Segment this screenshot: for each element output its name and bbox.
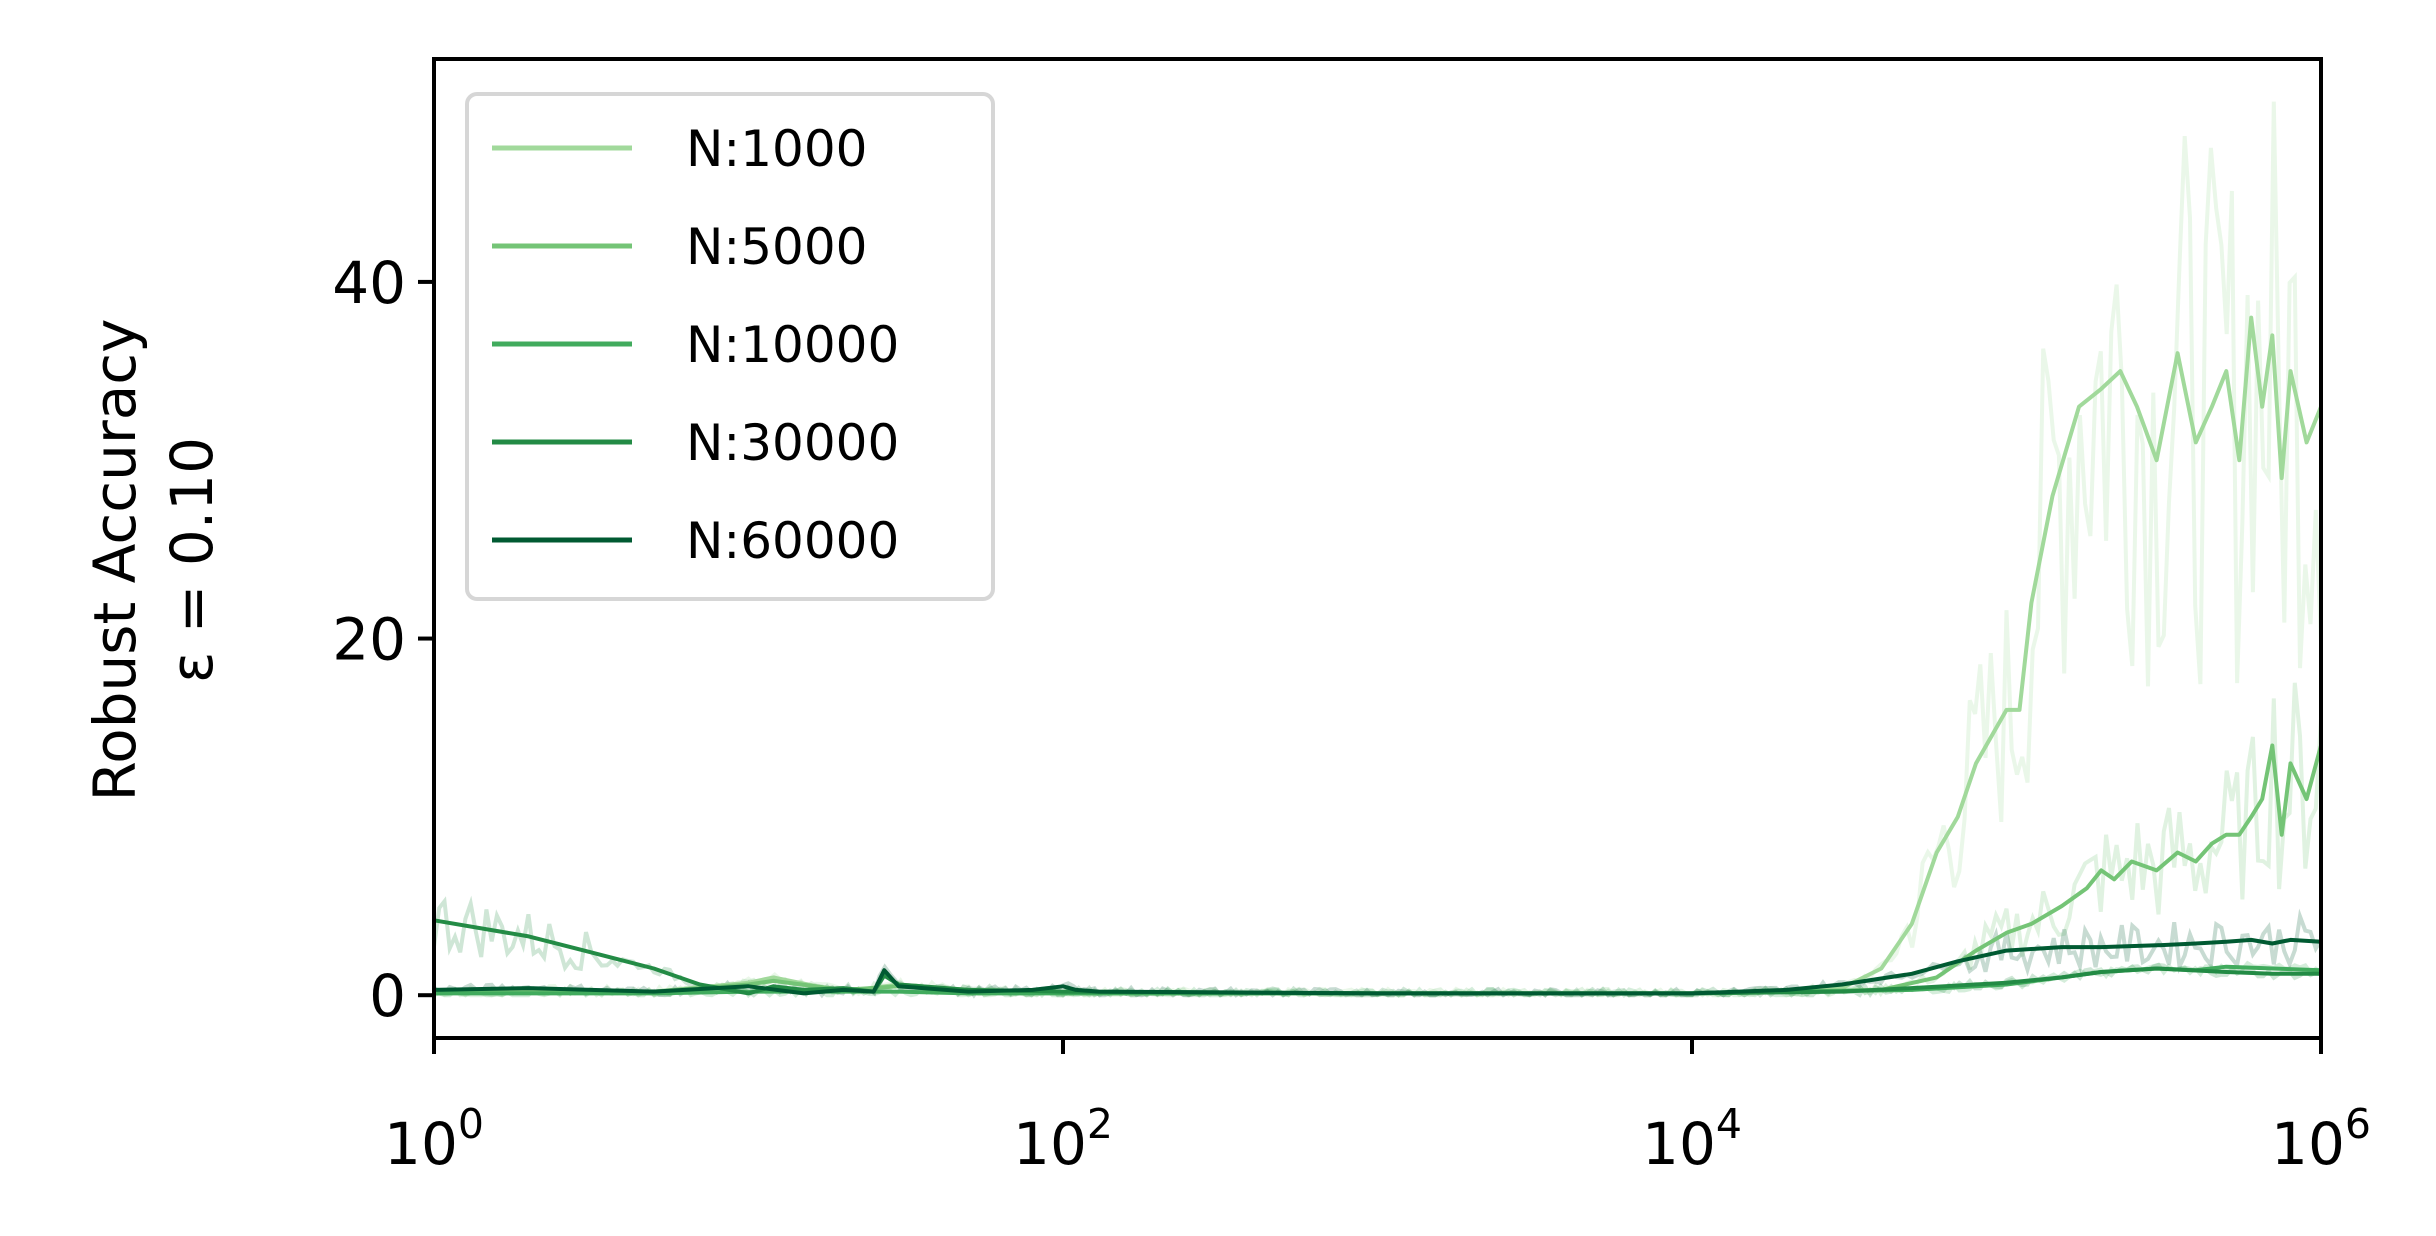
legend-label: N:60000	[686, 512, 899, 570]
legend: N:1000 N:5000 N:10000 N:30000 N:60000	[465, 92, 995, 601]
series-line-N5000	[433, 743, 2323, 996]
x-axis-ticks: 100 102 104 106	[384, 1038, 2371, 1178]
x-tick-label: 100	[384, 1100, 484, 1178]
plot-frame	[432, 57, 2323, 1040]
legend-box	[465, 92, 995, 601]
y-axis-label-line1: Robust Accuracy	[81, 319, 149, 802]
x-tick-label: 104	[1642, 1100, 1742, 1178]
series-line-N60000	[433, 937, 2322, 996]
y-axis-ticks: 0 20 40	[332, 249, 434, 1030]
x-tick-label: 106	[2271, 1100, 2371, 1178]
legend-label: N:5000	[686, 218, 868, 276]
y-tick-label: 20	[332, 606, 406, 674]
legend-label: N:30000	[686, 414, 899, 472]
legend-label: N:10000	[686, 316, 899, 374]
series-lines	[433, 315, 2323, 996]
y-axis-label-line2: ε = 0.10	[158, 437, 226, 683]
legend-label: N:1000	[686, 120, 868, 178]
y-tick-label: 40	[332, 249, 406, 317]
x-tick-label: 102	[1013, 1100, 1113, 1178]
y-tick-label: 0	[369, 962, 406, 1030]
